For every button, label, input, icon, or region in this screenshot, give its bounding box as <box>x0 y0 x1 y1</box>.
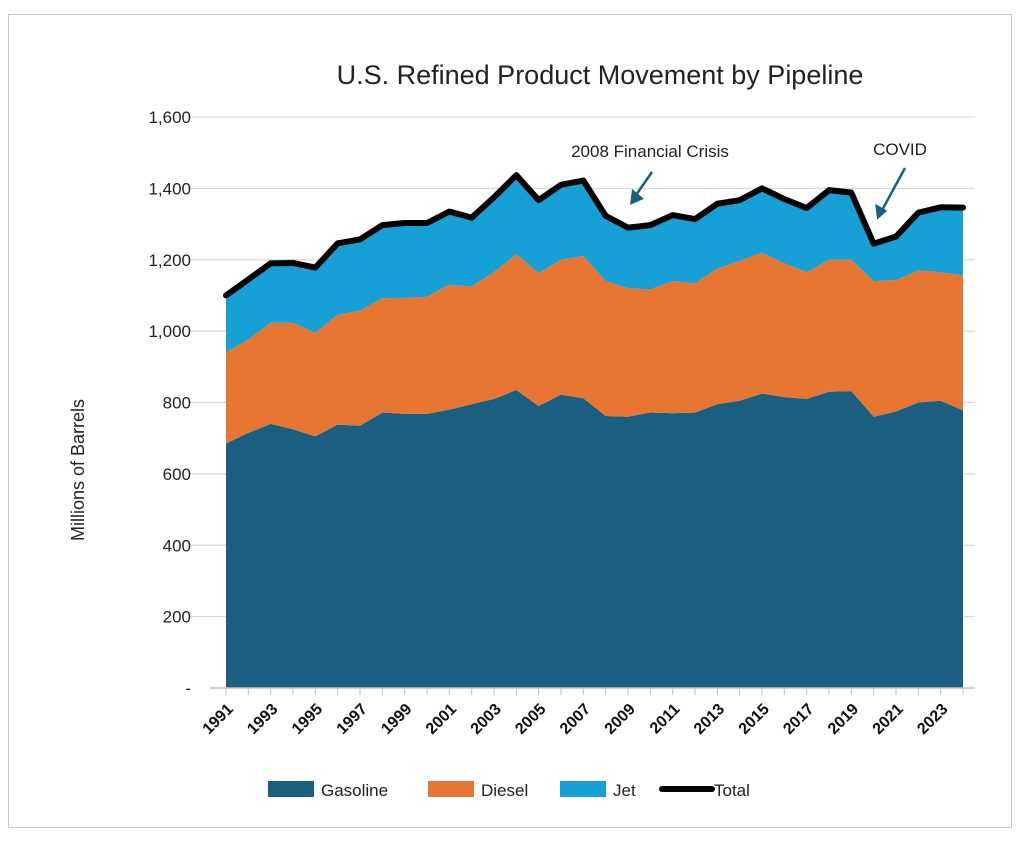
y-tick-label: 1,600 <box>148 108 191 127</box>
x-axis: 1991 1993 1995 1997 1999 2001 2003 2005 2007 2009… <box>200 687 975 738</box>
legend-label: Total <box>714 781 750 800</box>
x-tick-label: 2009 <box>602 701 639 738</box>
legend-label: Gasoline <box>321 781 388 800</box>
x-tick-label: 2003 <box>468 701 505 738</box>
x-tick-label: 2005 <box>512 701 549 738</box>
annotation-arrow <box>879 167 907 215</box>
stacked-areas <box>226 175 963 688</box>
y-tick-label: 200 <box>163 608 191 627</box>
area-diesel <box>226 252 963 444</box>
y-tick-label: 400 <box>163 536 191 555</box>
x-tick-label: 2023 <box>914 701 951 738</box>
x-tick-label: 2021 <box>870 701 907 738</box>
annotation-arrowhead <box>875 203 888 220</box>
x-tick-label: 2013 <box>691 701 728 738</box>
x-tick-label: 1997 <box>334 701 371 738</box>
x-tick-label: 2015 <box>736 701 773 738</box>
annotation-label: 2008 Financial Crisis <box>571 142 729 161</box>
x-tick-label: 2019 <box>825 701 862 738</box>
y-tick-label: 1,200 <box>148 251 191 270</box>
x-tick-label: 1999 <box>378 701 415 738</box>
y-tick-label: 1,400 <box>148 179 191 198</box>
legend-label: Jet <box>613 781 636 800</box>
annotation-arrowhead <box>630 188 644 205</box>
x-tick-label: 1995 <box>289 701 326 738</box>
x-tick-label: 1993 <box>244 701 281 738</box>
y-tick-label: 600 <box>163 465 191 484</box>
legend-swatch-gasoline <box>268 781 314 797</box>
x-tick-label: 2011 <box>647 701 684 738</box>
chart-title: U.S. Refined Product Movement by Pipelin… <box>337 60 864 90</box>
legend-label: Diesel <box>481 781 528 800</box>
x-tick-label: 2017 <box>780 701 817 738</box>
y-tick-label: 800 <box>163 394 191 413</box>
legend-swatch-jet <box>560 781 606 797</box>
y-axis: - 200 400 600 800 1,000 1,200 1,400 1,600 <box>148 108 191 698</box>
total-line <box>223 172 966 299</box>
area-jet <box>226 175 963 353</box>
legend: Gasoline Diesel Jet Total <box>268 781 750 800</box>
x-tick-label: 1991 <box>200 701 237 738</box>
legend-swatch-diesel <box>428 781 474 797</box>
annotations: 2008 Financial Crisis COVID <box>571 140 927 220</box>
x-tick-label: 2001 <box>423 701 460 738</box>
area-gasoline <box>226 390 963 688</box>
y-tick-label: 1,000 <box>148 322 191 341</box>
total-line-layer <box>223 172 966 299</box>
y-tick-label: - <box>185 679 191 698</box>
y-axis-label: Millions of Barrels <box>68 399 88 541</box>
x-tick-label: 2007 <box>557 701 594 738</box>
annotation-label: COVID <box>873 140 927 159</box>
